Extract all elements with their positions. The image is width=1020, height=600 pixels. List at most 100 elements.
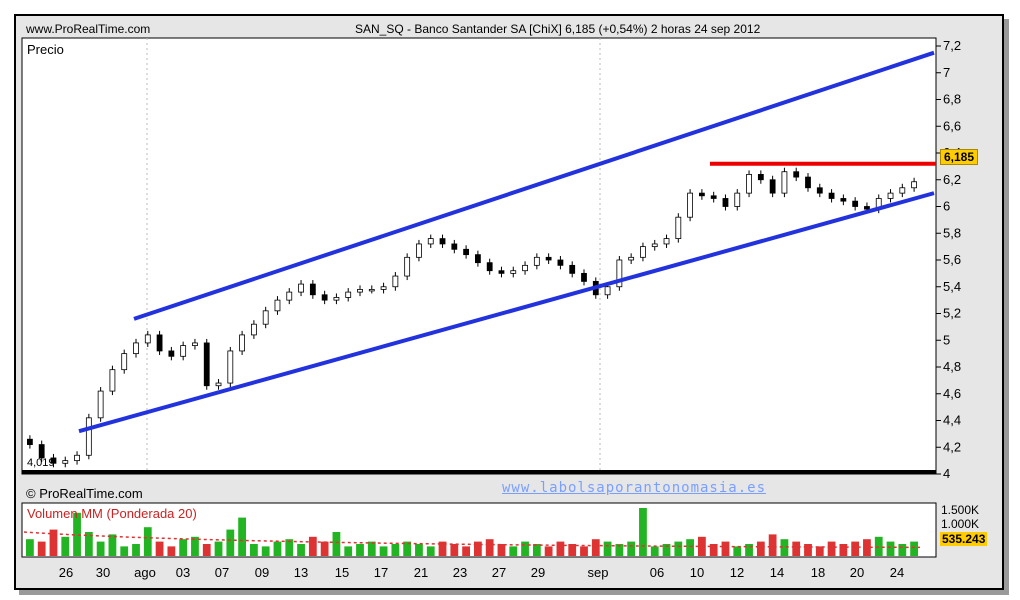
volume-bar	[639, 508, 647, 556]
volume-bar	[650, 546, 659, 556]
candle-body	[357, 289, 363, 293]
volume-bar	[839, 544, 848, 556]
candle-body	[74, 454, 80, 462]
x-tick-label: 07	[215, 565, 229, 580]
volume-bar	[167, 546, 176, 556]
candle-body	[840, 198, 847, 202]
price-panel-title: Precio	[27, 42, 64, 57]
volume-bar	[851, 541, 860, 556]
volume-bar	[686, 539, 694, 556]
candle-body	[50, 457, 57, 464]
candle-body	[62, 460, 69, 464]
candle-body	[663, 238, 670, 245]
candle-body	[451, 243, 458, 250]
watermark: www.labolsaporantonomasia.es	[502, 480, 767, 496]
candle-body	[26, 438, 33, 445]
candle-body	[474, 254, 481, 264]
candle-body	[286, 291, 293, 301]
volume-bars	[23, 508, 921, 556]
volume-bar	[143, 527, 152, 556]
volume-bar	[155, 541, 164, 556]
candle-body	[463, 248, 470, 256]
volume-bar	[403, 541, 412, 556]
volume-bar	[261, 546, 270, 556]
x-tick-label: 24	[890, 565, 904, 580]
candle-body	[522, 264, 528, 272]
candle-body	[239, 334, 246, 352]
candle-body	[616, 259, 623, 288]
volume-bar	[756, 541, 765, 556]
candle-body	[510, 270, 517, 274]
y-tick-label: 4,4	[943, 413, 961, 428]
volume-bar	[509, 546, 518, 556]
candle-body	[144, 334, 151, 344]
volume-bar	[108, 534, 117, 556]
volume-bar	[356, 544, 364, 556]
price-y-axis: 7,276,86,66,46,265,85,65,45,254,84,64,44…	[936, 38, 961, 481]
volume-bar	[320, 541, 329, 556]
candle-body	[180, 345, 187, 357]
volume-bar	[462, 546, 470, 556]
volume-bar	[768, 534, 777, 556]
x-tick-label: 20	[850, 565, 864, 580]
y-tick-label: 6,2	[943, 172, 961, 187]
volume-bar	[226, 529, 235, 556]
candle-body	[604, 286, 611, 296]
volume-bar	[709, 544, 718, 556]
candle-body	[828, 192, 835, 199]
candle-body	[392, 275, 399, 288]
volume-bar	[474, 541, 482, 556]
volume-bar	[96, 541, 105, 556]
candle-body	[168, 350, 175, 357]
candle-body	[498, 270, 505, 274]
candle-body	[427, 238, 434, 245]
volume-bar	[379, 546, 388, 556]
site-url: www.ProRealTime.com	[26, 22, 151, 36]
candle-body	[321, 294, 328, 301]
y-tick-label: 6	[943, 199, 950, 214]
x-tick-label: 29	[531, 565, 545, 580]
candle-body	[262, 310, 269, 325]
volume-bar	[898, 544, 907, 556]
volume-bar	[792, 541, 801, 556]
candle-body	[557, 259, 564, 266]
candle-body	[85, 417, 92, 456]
x-tick-label: sep	[588, 565, 609, 580]
y-tick-label: 4,6	[943, 386, 961, 401]
candle-body	[734, 192, 741, 207]
candle-body	[816, 187, 823, 194]
candle-body	[333, 297, 340, 301]
candle-body	[640, 246, 646, 258]
candle-body	[404, 256, 411, 277]
candle-body	[298, 283, 304, 293]
x-tick-label: 03	[176, 565, 190, 580]
volume-bar	[591, 539, 600, 556]
volume-bar	[603, 541, 612, 556]
volume-bar	[120, 546, 129, 556]
volume-bar	[780, 539, 789, 556]
candle-body	[345, 291, 352, 298]
candle-body	[416, 243, 422, 258]
volume-bar	[191, 536, 199, 556]
candle-body	[769, 179, 776, 194]
price-candles	[26, 167, 918, 468]
candle-body	[38, 444, 45, 459]
candle-body	[250, 323, 257, 336]
volume-bar	[391, 544, 400, 556]
candle-body	[805, 176, 811, 189]
x-tick-label: 15	[335, 565, 349, 580]
volume-bar	[297, 544, 305, 556]
candle-body	[486, 262, 493, 272]
y-tick-label: 4	[943, 466, 950, 481]
volume-tick-1500k: 1.500K	[941, 503, 980, 517]
volume-bar	[367, 541, 376, 556]
volume-bar	[132, 544, 140, 556]
candle-body	[192, 342, 198, 346]
volume-bar	[532, 544, 541, 556]
resistance-trendline	[133, 50, 935, 321]
volume-bar	[26, 539, 34, 556]
volume-bar	[804, 544, 812, 556]
candle-body	[227, 350, 234, 384]
volume-bar	[250, 544, 258, 556]
x-tick-label: 17	[374, 565, 388, 580]
